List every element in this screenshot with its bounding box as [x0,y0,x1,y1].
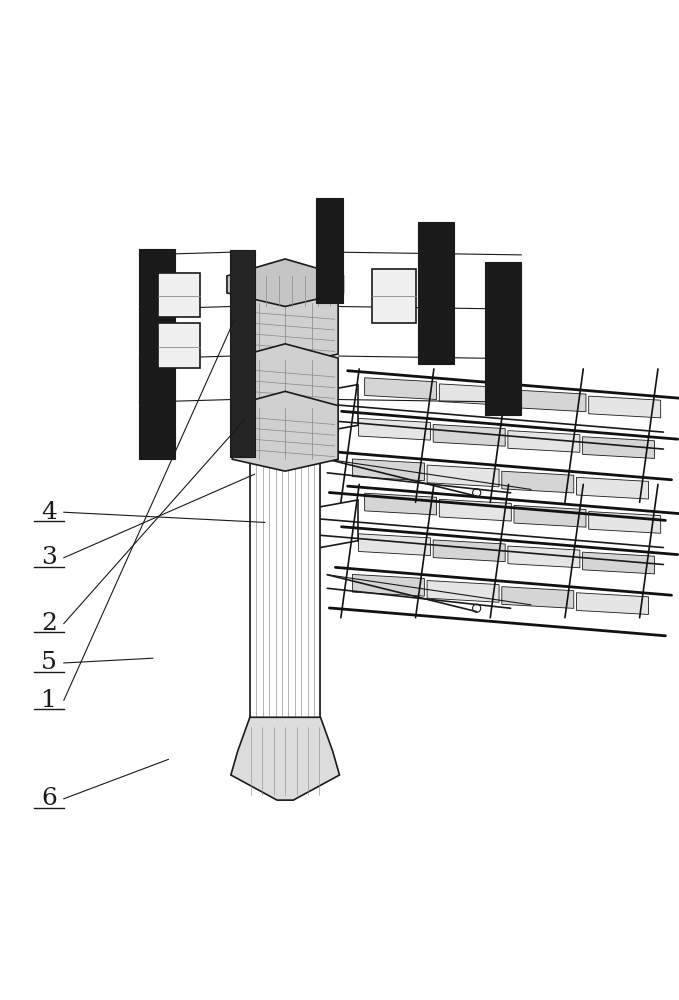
Polygon shape [232,286,338,366]
Polygon shape [514,505,586,527]
Polygon shape [359,418,430,440]
Text: 6: 6 [41,787,57,810]
Polygon shape [583,552,655,574]
Polygon shape [439,384,511,406]
Polygon shape [365,378,437,400]
Polygon shape [352,459,424,481]
Polygon shape [158,323,200,368]
Polygon shape [365,493,437,515]
Polygon shape [227,259,344,306]
Polygon shape [427,465,499,487]
Polygon shape [372,269,416,323]
Polygon shape [508,546,580,568]
Polygon shape [583,437,655,458]
Polygon shape [502,587,574,608]
Polygon shape [589,396,661,418]
Text: 3: 3 [41,546,57,569]
Polygon shape [576,593,648,614]
Polygon shape [502,471,574,493]
Polygon shape [433,540,505,562]
Text: 5: 5 [41,651,57,674]
Polygon shape [231,717,340,800]
Polygon shape [359,534,430,556]
Polygon shape [139,249,175,459]
Polygon shape [316,198,343,303]
Polygon shape [418,222,454,364]
Polygon shape [232,344,338,424]
Polygon shape [508,431,580,452]
Polygon shape [433,424,505,446]
Polygon shape [589,512,661,533]
Polygon shape [576,477,648,499]
Polygon shape [514,390,586,412]
Polygon shape [230,250,255,457]
Polygon shape [439,499,511,521]
Polygon shape [352,574,424,596]
Polygon shape [158,273,200,317]
Text: 4: 4 [41,501,57,524]
Text: 2: 2 [41,612,57,635]
Polygon shape [427,581,499,602]
Polygon shape [232,391,338,471]
Text: 1: 1 [41,689,57,712]
Polygon shape [485,262,521,415]
